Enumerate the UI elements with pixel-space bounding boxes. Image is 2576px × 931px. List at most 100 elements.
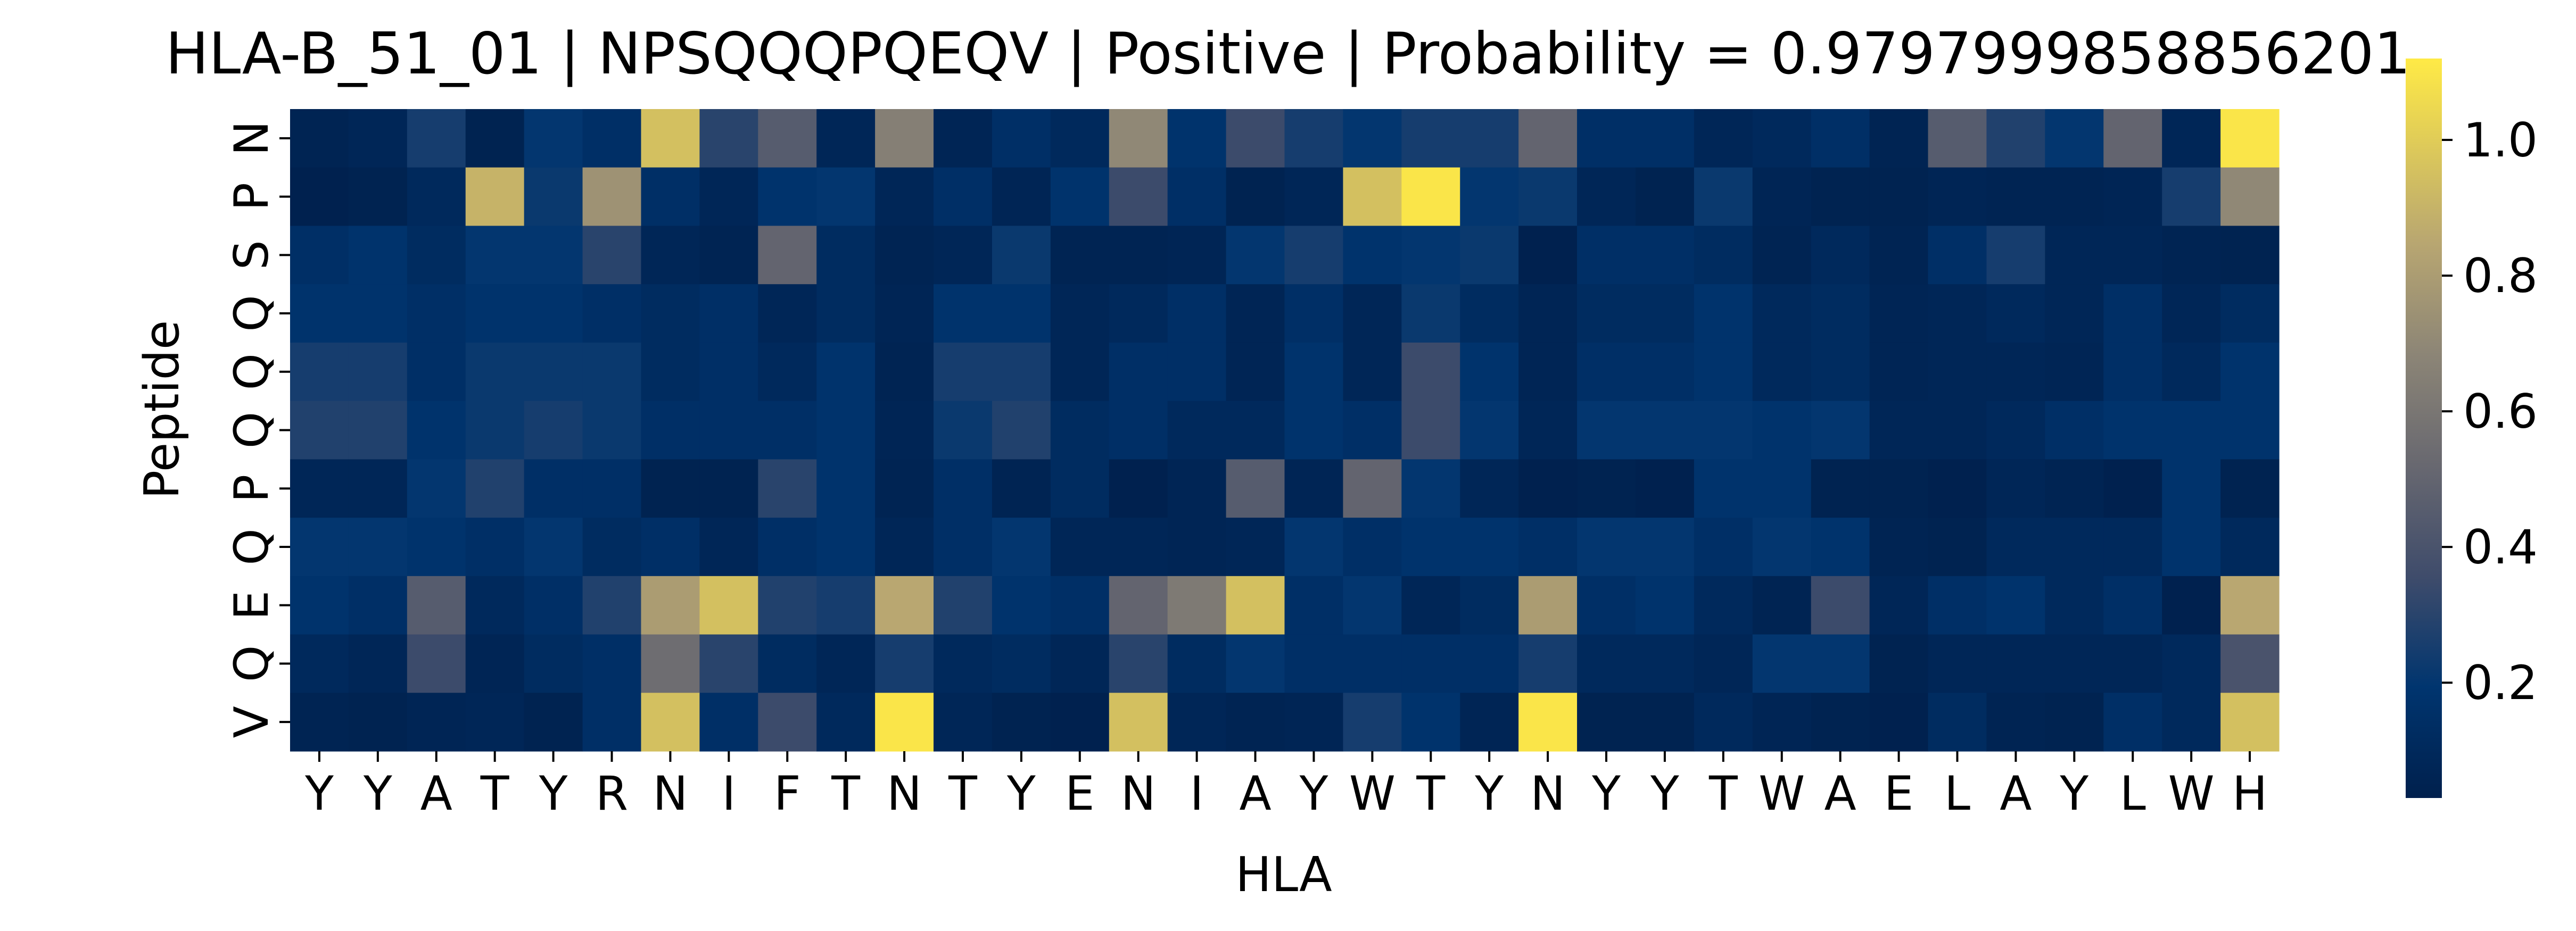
heatmap-cell (875, 401, 934, 460)
heatmap-cell (992, 168, 1051, 226)
heatmap-cell (992, 635, 1051, 693)
heatmap-cell (466, 109, 525, 168)
y-tick-label: N (224, 121, 279, 156)
heatmap-cell (934, 635, 993, 693)
heatmap-cell (290, 635, 349, 693)
heatmap-cell (1226, 401, 1285, 460)
x-tick-label: L (2120, 766, 2146, 821)
heatmap-cell (1986, 168, 2045, 226)
heatmap-cell (1460, 459, 1519, 518)
heatmap-cell (1636, 109, 1695, 168)
heatmap-cell (1051, 635, 1110, 693)
heatmap-cell (1577, 284, 1636, 343)
heatmap-cell (407, 693, 466, 751)
heatmap-cell (699, 401, 758, 460)
heatmap-cell (2162, 109, 2221, 168)
heatmap-cell (1577, 226, 1636, 284)
heatmap-cell (1460, 168, 1519, 226)
x-tick-label: A (1824, 766, 1856, 821)
heatmap-cell (1577, 343, 1636, 401)
heatmap-cell (524, 518, 583, 576)
heatmap-cell (1401, 168, 1460, 226)
heatmap-cell (1051, 226, 1110, 284)
heatmap-cell (934, 518, 993, 576)
heatmap-cell (1285, 459, 1344, 518)
heatmap-cell (1636, 693, 1695, 751)
heatmap-cell (1518, 109, 1578, 168)
heatmap-cell (875, 226, 934, 284)
heatmap-cell (2045, 576, 2104, 635)
heatmap-cell (583, 343, 642, 401)
heatmap-cell (1870, 693, 1929, 751)
heatmap-cell (1694, 693, 1753, 751)
heatmap-cell (699, 518, 758, 576)
y-tick-label: Q (224, 645, 279, 682)
heatmap-cell (1051, 168, 1110, 226)
heatmap-cell (1694, 576, 1753, 635)
heatmap-cell (1285, 518, 1344, 576)
heatmap-cell (1460, 343, 1519, 401)
heatmap-cell (1636, 518, 1695, 576)
heatmap-cell (1811, 518, 1870, 576)
heatmap-cell (2162, 693, 2221, 751)
heatmap-cell (1401, 284, 1460, 343)
heatmap-cell (1986, 693, 2045, 751)
heatmap-cell (1343, 401, 1402, 460)
heatmap-cell (1518, 635, 1578, 693)
heatmap-cell (1753, 576, 1812, 635)
heatmap-cell (1343, 168, 1402, 226)
heatmap-cell (2103, 693, 2162, 751)
heatmap-cell (758, 693, 817, 751)
heatmap-cell (699, 343, 758, 401)
heatmap-cell (2220, 284, 2280, 343)
heatmap-cell (1168, 343, 1227, 401)
heatmap-cell (875, 168, 934, 226)
x-tick-label: Y (1474, 766, 1504, 821)
heatmap-cell (466, 401, 525, 460)
heatmap-cell (1285, 576, 1344, 635)
heatmap-cell (816, 226, 876, 284)
heatmap-cell (524, 109, 583, 168)
heatmap-cell (349, 109, 408, 168)
heatmap-cell (1168, 459, 1227, 518)
heatmap-cell (758, 226, 817, 284)
colorbar-ticks: 0.2 0.4 0.6 0.8 1.0 (2442, 113, 2538, 710)
heatmap-cell (699, 459, 758, 518)
heatmap-cell (1109, 518, 1168, 576)
heatmap-cell (466, 226, 525, 284)
heatmap-cell (524, 576, 583, 635)
heatmap-cell (1518, 693, 1578, 751)
heatmap-cell (1051, 693, 1110, 751)
heatmap-cell (2045, 226, 2104, 284)
heatmap-cell (816, 459, 876, 518)
heatmap-cell (1168, 109, 1227, 168)
heatmap-cell (1168, 226, 1227, 284)
heatmap-cell (1870, 635, 1929, 693)
x-tick-label: Y (363, 766, 392, 821)
heatmap-cell (875, 109, 934, 168)
heatmap-cell (934, 109, 993, 168)
heatmap-cell (1168, 693, 1227, 751)
heatmap-cell (1928, 284, 1987, 343)
heatmap-cell (349, 635, 408, 693)
heatmap-cell (934, 284, 993, 343)
heatmap-cell (524, 635, 583, 693)
heatmap-cell (1109, 576, 1168, 635)
heatmap-cell (1401, 401, 1460, 460)
heatmap-cell (407, 518, 466, 576)
heatmap-cell (641, 401, 700, 460)
y-tick-label: Q (224, 412, 279, 448)
heatmap-cell (1343, 109, 1402, 168)
heatmap-cell (1870, 109, 1929, 168)
heatmap-cell (934, 693, 993, 751)
heatmap-cell (1870, 459, 1929, 518)
x-tick-label: Y (1299, 766, 1328, 821)
x-tick-label: Y (1591, 766, 1621, 821)
heatmap-cell (1986, 226, 2045, 284)
heatmap-cell (1636, 168, 1695, 226)
heatmap-cell (1518, 459, 1578, 518)
heatmap-cell (1460, 635, 1519, 693)
heatmap-cell (2103, 168, 2162, 226)
